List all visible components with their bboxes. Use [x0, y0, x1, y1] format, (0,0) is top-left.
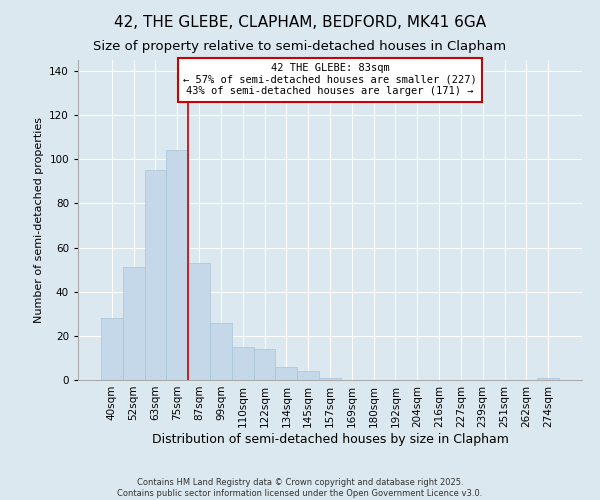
- Bar: [145, 170, 166, 380]
- Text: Contains HM Land Registry data © Crown copyright and database right 2025.
Contai: Contains HM Land Registry data © Crown c…: [118, 478, 482, 498]
- Bar: [123, 268, 145, 380]
- Bar: [210, 322, 232, 380]
- Text: 42, THE GLEBE, CLAPHAM, BEDFORD, MK41 6GA: 42, THE GLEBE, CLAPHAM, BEDFORD, MK41 6G…: [114, 15, 486, 30]
- Text: 42 THE GLEBE: 83sqm
← 57% of semi-detached houses are smaller (227)
43% of semi-: 42 THE GLEBE: 83sqm ← 57% of semi-detach…: [183, 63, 477, 96]
- X-axis label: Distribution of semi-detached houses by size in Clapham: Distribution of semi-detached houses by …: [152, 432, 508, 446]
- Bar: [101, 318, 123, 380]
- Bar: [254, 349, 275, 380]
- Bar: [166, 150, 188, 380]
- Bar: [319, 378, 341, 380]
- Bar: [232, 347, 254, 380]
- Y-axis label: Number of semi-detached properties: Number of semi-detached properties: [34, 117, 44, 323]
- Bar: [188, 263, 210, 380]
- Bar: [297, 371, 319, 380]
- Bar: [537, 378, 559, 380]
- Text: Size of property relative to semi-detached houses in Clapham: Size of property relative to semi-detach…: [94, 40, 506, 53]
- Bar: [275, 367, 297, 380]
